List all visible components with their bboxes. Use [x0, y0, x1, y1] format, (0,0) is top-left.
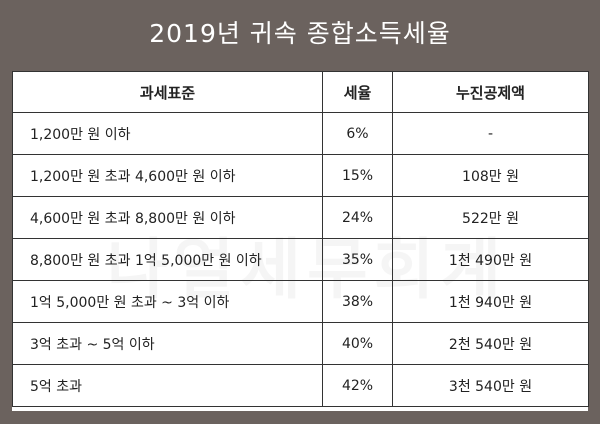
cell-tax-base: 4,600만 원 초과 8,800만 원 이하	[12, 196, 323, 239]
cell-deduction: -	[392, 112, 589, 155]
cell-tax-rate: 15%	[322, 154, 393, 197]
header-progressive-deduction: 누진공제액	[392, 71, 589, 113]
page-title: 2019년 귀속 종합소득세율	[149, 19, 451, 48]
cell-tax-base: 1억 5,000만 원 초과 ~ 3억 이하	[12, 280, 323, 323]
table-row: 1,200만 원 초과 4,600만 원 이하 15% 108만 원	[12, 154, 589, 197]
cell-tax-rate: 42%	[322, 364, 393, 407]
tax-rate-table: 과세표준 세율 누진공제액 1,200만 원 이하 6% - 1,200만 원 …	[12, 71, 589, 407]
table-row: 4,600만 원 초과 8,800만 원 이하 24% 522만 원	[12, 196, 589, 239]
table-row: 1,200만 원 이하 6% -	[12, 112, 589, 155]
header-tax-rate: 세율	[322, 71, 393, 113]
cell-deduction: 108만 원	[392, 154, 589, 197]
cell-deduction: 1천 490만 원	[392, 238, 589, 281]
cell-deduction: 2천 540만 원	[392, 322, 589, 365]
cell-tax-rate: 6%	[322, 112, 393, 155]
cell-tax-rate: 40%	[322, 322, 393, 365]
table-row: 8,800만 원 초과 1억 5,000만 원 이하 35% 1천 490만 원	[12, 238, 589, 281]
cell-deduction: 522만 원	[392, 196, 589, 239]
cell-tax-base: 5억 초과	[12, 364, 323, 407]
table-row: 1억 5,000만 원 초과 ~ 3억 이하 38% 1천 940만 원	[12, 280, 589, 323]
cell-tax-rate: 35%	[322, 238, 393, 281]
cell-deduction: 1천 940만 원	[392, 280, 589, 323]
cell-tax-rate: 24%	[322, 196, 393, 239]
tax-rate-sheet: 나얼세무회계 과세표준 세율 누진공제액 1,200만 원 이하 6% - 1,…	[12, 71, 589, 411]
cell-tax-base: 1,200만 원 이하	[12, 112, 323, 155]
cell-deduction: 3천 540만 원	[392, 364, 589, 407]
cell-tax-base: 3억 초과 ~ 5억 이하	[12, 322, 323, 365]
cell-tax-base: 1,200만 원 초과 4,600만 원 이하	[12, 154, 323, 197]
header-tax-base: 과세표준	[12, 71, 323, 113]
cell-tax-rate: 38%	[322, 280, 393, 323]
table-row: 3억 초과 ~ 5억 이하 40% 2천 540만 원	[12, 322, 589, 365]
table-row: 5억 초과 42% 3천 540만 원	[12, 364, 589, 407]
cell-tax-base: 8,800만 원 초과 1억 5,000만 원 이하	[12, 238, 323, 281]
table-header-row: 과세표준 세율 누진공제액	[12, 71, 589, 113]
